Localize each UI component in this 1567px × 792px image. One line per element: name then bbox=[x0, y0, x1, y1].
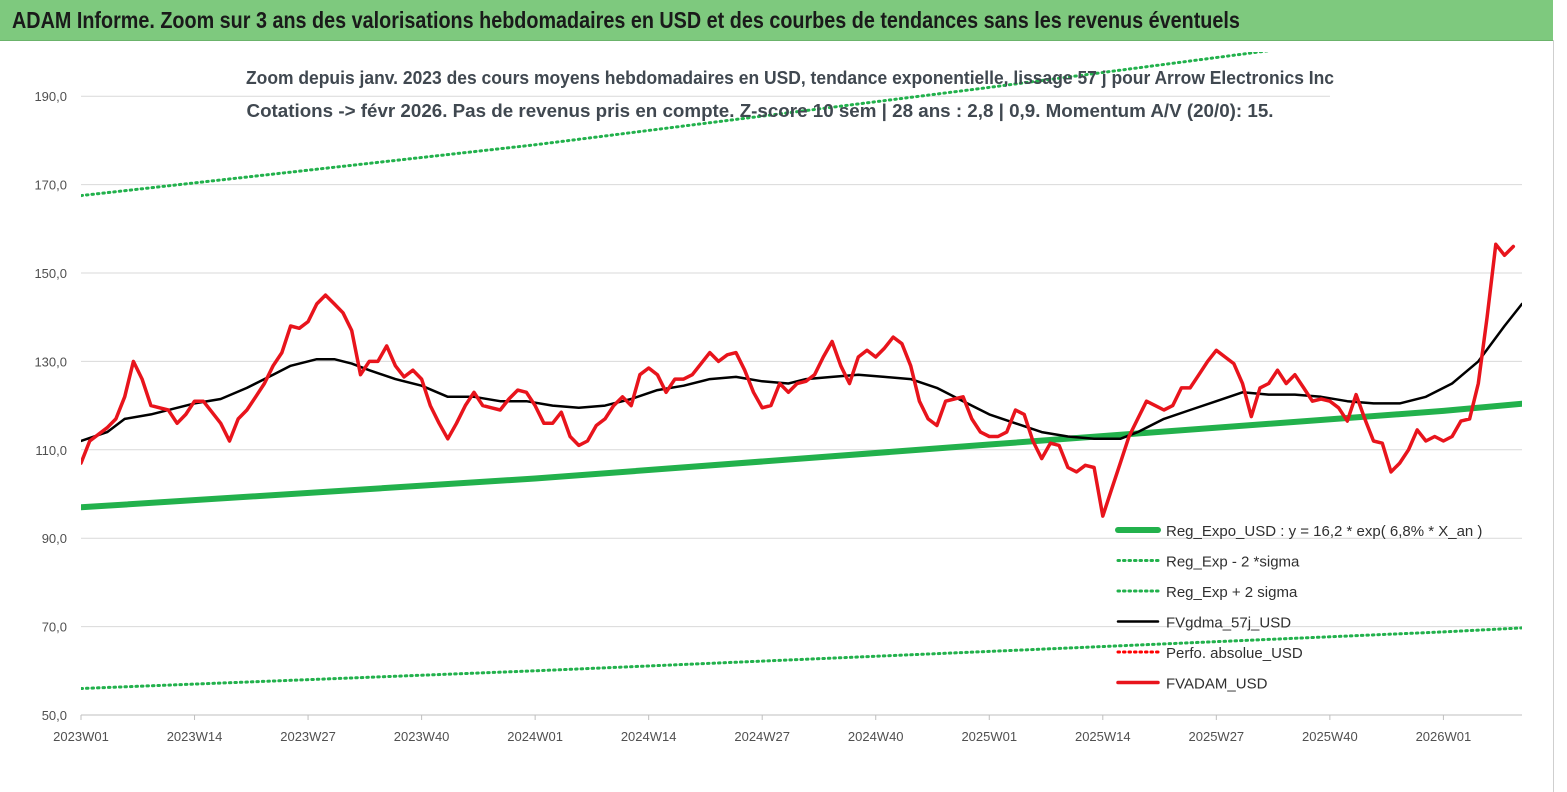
x-tick-label: 2023W14 bbox=[167, 729, 223, 744]
header-banner: ADAM Informe. Zoom sur 3 ans des valoris… bbox=[0, 0, 1553, 41]
x-tick-label: 2024W01 bbox=[507, 729, 563, 744]
legend: Reg_Expo_USD : y = 16,2 * exp( 6,8% * X_… bbox=[1115, 523, 1482, 693]
banner-title: ADAM Informe. Zoom sur 3 ans des valoris… bbox=[12, 7, 1240, 33]
x-tick-label: 2024W27 bbox=[734, 729, 790, 744]
chart-subtitle: Cotations -> févr 2026. Pas de revenus p… bbox=[247, 101, 1274, 121]
right-scroll-strip bbox=[1553, 40, 1567, 792]
chart-title: Zoom depuis janv. 2023 des cours moyens … bbox=[246, 68, 1334, 88]
legend-label: Perfo. absolue_USD bbox=[1166, 645, 1303, 662]
y-tick-label: 70,0 bbox=[42, 620, 67, 635]
y-tick-label: 110,0 bbox=[35, 443, 67, 458]
series-line bbox=[81, 400, 1522, 511]
y-tick-label: 190,0 bbox=[34, 89, 67, 104]
legend-label: Reg_Expo_USD : y = 16,2 * exp( 6,8% * X_… bbox=[1166, 523, 1482, 540]
x-tick-label: 2024W40 bbox=[848, 729, 904, 744]
legend-label: Reg_Exp - 2 *sigma bbox=[1166, 554, 1300, 571]
series-line bbox=[81, 52, 1271, 198]
series-line bbox=[81, 626, 1522, 690]
x-tick-label: 2025W01 bbox=[961, 729, 1017, 744]
series-line bbox=[81, 242, 1516, 518]
y-axis-ticks: 50,0 70,0 90,0 110,0 130,0 150,0 170,0 190,0 bbox=[34, 89, 67, 723]
y-tick-label: 90,0 bbox=[42, 531, 67, 546]
y-tick-label: 50,0 bbox=[42, 708, 67, 723]
y-tick-label: 150,0 bbox=[34, 266, 67, 281]
legend-label: FVADAM_USD bbox=[1166, 676, 1268, 693]
y-tick-label: 130,0 bbox=[34, 354, 67, 369]
grid-lines bbox=[81, 95, 1522, 716]
x-tick-label: 2023W40 bbox=[394, 729, 450, 744]
x-tick-label: 2023W01 bbox=[53, 729, 109, 744]
legend-label: FVgdma_57j_USD bbox=[1166, 615, 1291, 632]
x-tick-label: 2024W14 bbox=[621, 729, 677, 744]
x-tick-label: 2025W27 bbox=[1189, 729, 1245, 744]
series-line bbox=[81, 302, 1522, 443]
title-backdrop bbox=[1330, 80, 1530, 98]
x-tick-label: 2025W40 bbox=[1302, 729, 1358, 744]
x-axis-ticks: 2023W01 2023W14 2023W27 2023W40 2024W01 2024W… bbox=[53, 715, 1471, 744]
x-tick-label: 2026W01 bbox=[1416, 729, 1472, 744]
legend-label: Reg_Exp + 2 sigma bbox=[1166, 584, 1298, 601]
x-tick-label: 2025W14 bbox=[1075, 729, 1131, 744]
y-tick-label: 170,0 bbox=[34, 178, 67, 193]
series-layer bbox=[81, 52, 1522, 690]
x-tick-label: 2023W27 bbox=[280, 729, 336, 744]
